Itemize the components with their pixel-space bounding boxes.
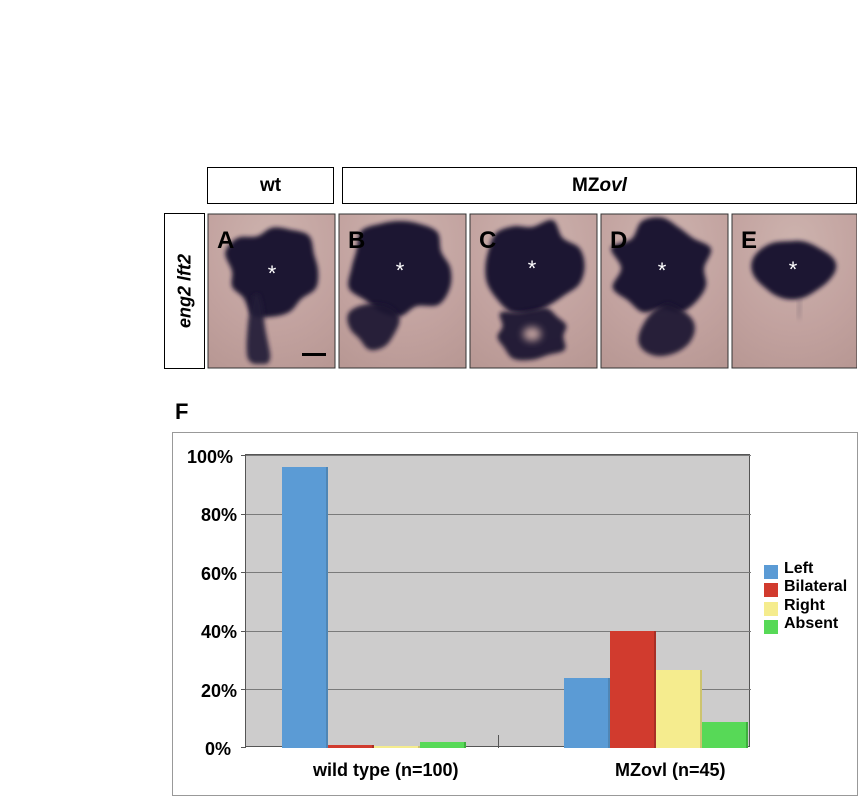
svg-text:B: B [348, 227, 365, 254]
svg-text:D: D [610, 227, 627, 254]
svg-text:*: * [528, 256, 537, 281]
svg-text:*: * [268, 261, 277, 286]
svg-text:*: * [789, 257, 798, 282]
svg-text:A: A [217, 227, 234, 254]
svg-text:*: * [396, 258, 405, 283]
svg-text:E: E [741, 227, 757, 254]
svg-text:*: * [658, 258, 667, 283]
svg-text:C: C [479, 227, 496, 254]
